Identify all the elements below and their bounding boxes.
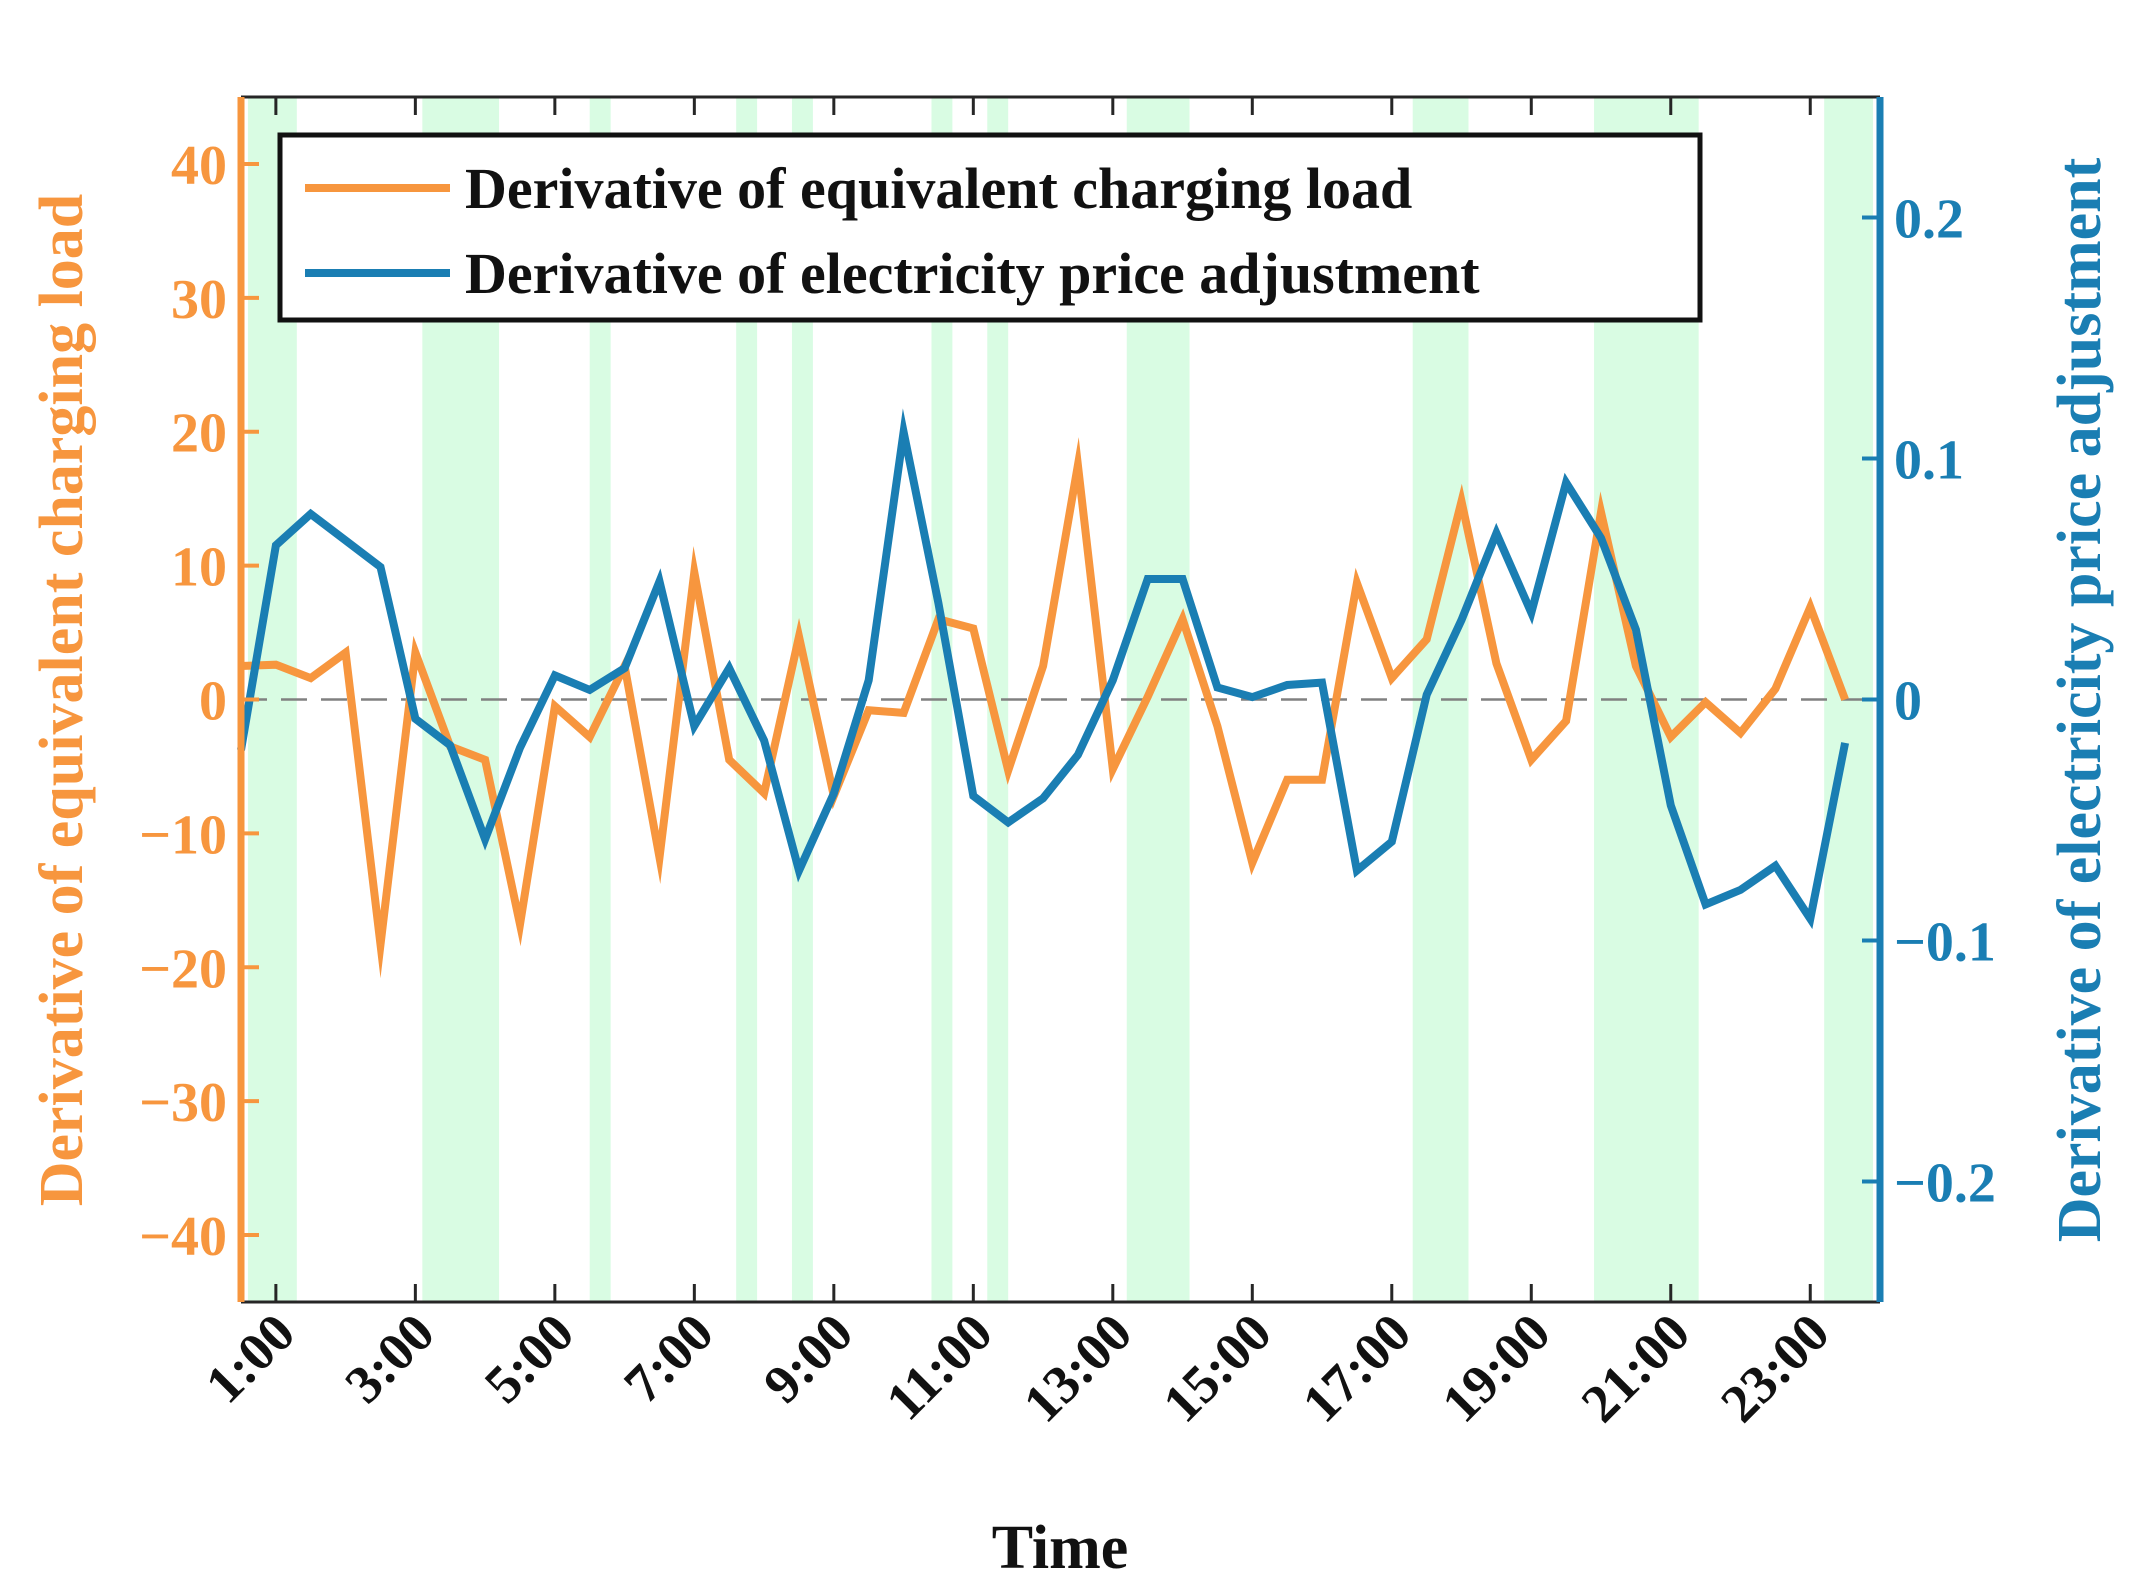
right-tick-label-1: −0.2 [1894, 1153, 1996, 1215]
x-tick-label-3: 5:00 [473, 1302, 585, 1414]
x-tick-label-10: 19:00 [1430, 1302, 1562, 1434]
x-tick-label-5: 9:00 [752, 1302, 864, 1414]
right-axis-title: Derivative of electricity price adjustme… [2046, 157, 2114, 1242]
right-tick-label-2: −0.1 [1894, 912, 1996, 974]
right-tick-label-4: 0.1 [1894, 430, 1964, 492]
x-tick-label-6: 11:00 [874, 1302, 1003, 1431]
left-tick-label-5: 0 [199, 671, 227, 733]
x-tick-label-4: 7:00 [612, 1302, 724, 1414]
x-tick-label-12: 23:00 [1709, 1302, 1841, 1434]
left-tick-label-3: −20 [139, 938, 227, 1000]
left-tick-label-1: −40 [139, 1206, 227, 1268]
legend-box [277, 132, 1703, 323]
x-tick-label-9: 17:00 [1291, 1302, 1423, 1434]
left-tick-label-2: −30 [139, 1072, 227, 1134]
right-tick-label-5: 0.2 [1894, 189, 1964, 251]
x-tick-label-11: 21:00 [1570, 1302, 1702, 1434]
legend-label-2: Derivative of electricity price adjustme… [465, 241, 1480, 306]
left-tick-label-7: 20 [171, 403, 227, 465]
left-axis-title: Derivative of equivalent charging load [28, 194, 96, 1207]
right-tick-label-3: 0 [1894, 671, 1922, 733]
x-tick-label-1: 1:00 [194, 1302, 306, 1414]
x-axis-title: Time [992, 1514, 1129, 1582]
series-price-adjustment-line [237, 408, 1850, 930]
legend-label-1: Derivative of equivalent charging load [465, 156, 1412, 221]
axes [237, 95, 1884, 1304]
series-group [237, 408, 1850, 979]
shaded-interval-3 [589, 97, 611, 1302]
shaded-interval-7 [987, 97, 1009, 1302]
tick-labels: −40 −30 −20 −10 0 10 20 30 40 −0.2 −0.1 0 0.1 0.2 1:00… [139, 135, 1996, 1434]
left-tick-label-6: 10 [171, 537, 227, 599]
x-tick-label-7: 13:00 [1012, 1302, 1144, 1434]
left-tick-label-9: 40 [171, 135, 227, 197]
legend: Derivative of equivalent charging load De… [277, 132, 1703, 323]
x-tick-label-2: 3:00 [333, 1302, 445, 1414]
x-tick-label-8: 15:00 [1151, 1302, 1283, 1434]
left-tick-label-8: 30 [171, 269, 227, 331]
axis-titles: Time Derivative of equivalent charging l… [28, 157, 2114, 1582]
series-charging-load-line [240, 437, 1849, 979]
left-tick-label-4: −10 [139, 804, 227, 866]
